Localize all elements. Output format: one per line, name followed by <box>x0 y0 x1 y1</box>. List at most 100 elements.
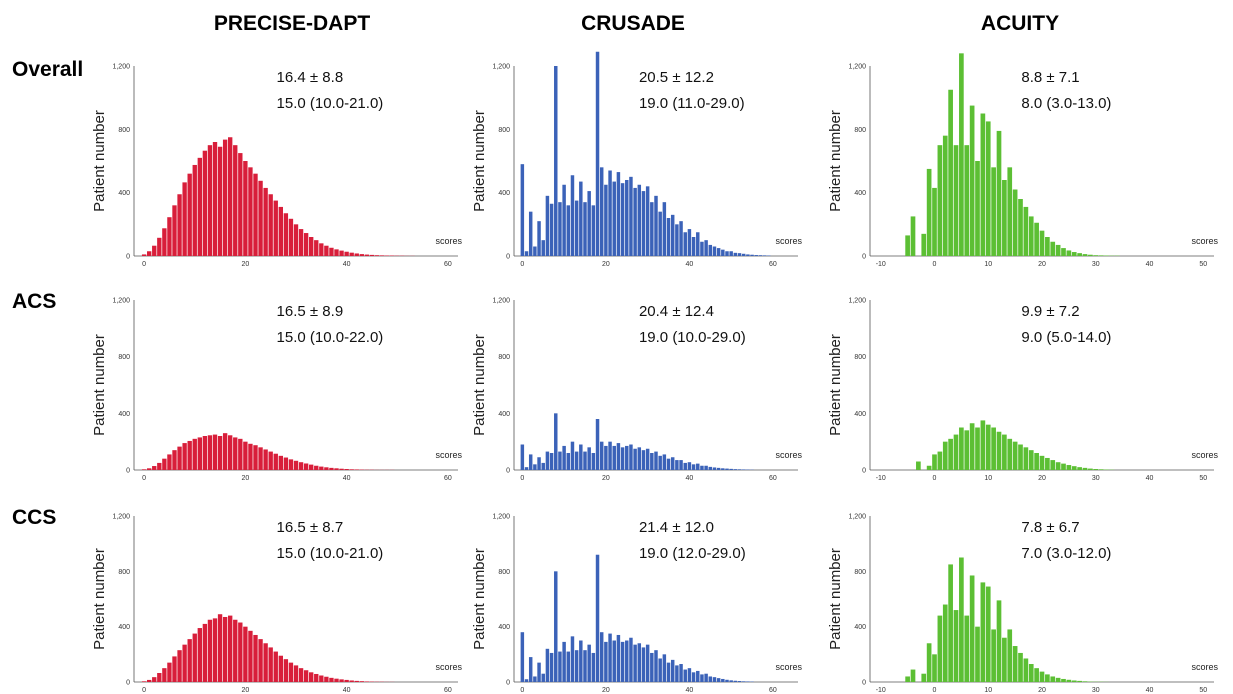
histogram-bar <box>1007 438 1013 470</box>
y-tick-label: 0 <box>126 680 130 687</box>
row-label-ccs: CCS <box>12 506 57 529</box>
x-tick-label: 40 <box>1146 261 1154 268</box>
x-tick-label: 40 <box>343 261 351 268</box>
histogram-bar <box>359 681 364 682</box>
x-tick-label: 40 <box>686 687 694 694</box>
histogram-bar <box>359 254 364 256</box>
histogram-bar <box>721 249 725 256</box>
x-tick-label: 30 <box>1092 261 1100 268</box>
histogram-bar <box>1055 462 1061 470</box>
histogram-bar <box>157 237 162 256</box>
histogram-bar <box>1045 457 1050 470</box>
histogram-bar <box>349 252 354 256</box>
histogram-bar <box>662 654 667 682</box>
x-tick-label: 0 <box>520 261 524 268</box>
histogram-bar <box>608 170 612 256</box>
x-axis-label: scores <box>435 450 462 460</box>
histogram-svg: Patient number 0 400 800 1,200 0 20 40 60 scores 1… <box>91 298 462 483</box>
histogram-bar <box>374 255 380 256</box>
histogram-bar <box>263 643 268 682</box>
histogram-bar <box>729 680 733 682</box>
histogram-bar <box>905 235 910 256</box>
histogram-bar <box>942 135 948 256</box>
histogram-bar <box>339 679 344 682</box>
histogram-bar <box>599 167 604 256</box>
histogram-bar <box>683 669 687 682</box>
histogram-bar <box>964 430 970 470</box>
stats-median-iqr: 19.0 (10.0-29.0) <box>639 329 746 346</box>
histogram-bar <box>533 464 537 470</box>
histogram-bar <box>583 451 587 470</box>
histogram-bar <box>172 205 177 256</box>
y-axis-label: Patient number <box>471 110 488 212</box>
histogram-bar <box>549 453 554 470</box>
histogram-bar <box>616 443 621 470</box>
x-tick-label: 40 <box>343 475 351 482</box>
histogram-bar <box>985 586 991 682</box>
histogram-bar <box>687 462 692 470</box>
histogram-bar <box>637 643 642 682</box>
histogram-crusade-overall: Patient number 0 400 800 1,200 0 20 40 60 scores 2… <box>462 48 812 268</box>
x-tick-label: 0 <box>520 475 524 482</box>
histogram-bar <box>716 467 721 470</box>
histogram-bar <box>721 468 725 470</box>
histogram-bar <box>654 650 658 682</box>
y-axis-label: Patient number <box>91 334 108 436</box>
histogram-bar <box>222 139 228 256</box>
histogram-bar <box>1061 248 1066 256</box>
histogram-bar <box>746 681 750 682</box>
histogram-bar <box>975 626 980 682</box>
histogram-bar <box>612 640 616 682</box>
histogram-bar <box>192 164 197 256</box>
x-tick-label: 0 <box>933 261 937 268</box>
histogram-acuity-overall: Patient number 0 400 800 1,200 -10 0 10 20 30 40 50… <box>818 48 1228 268</box>
histogram-bar <box>975 427 980 470</box>
histogram-bar <box>599 441 604 470</box>
histogram-acuity-ccs: Patient number 0 400 800 1,200 -10 0 10 20 30 40 50… <box>818 498 1228 694</box>
y-axis-label: Patient number <box>827 548 844 650</box>
histogram-bar <box>187 440 192 470</box>
x-tick-label: 20 <box>1038 475 1046 482</box>
x-axis-label: scores <box>1191 662 1218 672</box>
histogram-bar <box>1018 199 1023 256</box>
histogram-bar <box>248 167 253 256</box>
y-tick-label: 800 <box>854 569 866 576</box>
histogram-bar <box>182 443 187 470</box>
histogram-bar <box>217 436 223 470</box>
histogram-bar <box>1002 637 1007 682</box>
histogram-bar <box>283 659 289 682</box>
histogram-bar <box>1007 629 1013 682</box>
histogram-bar <box>704 465 708 470</box>
histogram-bar <box>192 438 197 470</box>
histogram-bar <box>319 466 324 470</box>
histogram-bar <box>298 229 304 256</box>
histogram-bar <box>319 243 324 256</box>
histogram-bar <box>273 453 278 470</box>
histogram-bar <box>666 662 671 682</box>
histogram-bar <box>708 676 713 682</box>
histogram-bar <box>604 641 608 682</box>
stats-mean-sd: 9.9 ± 7.2 <box>1021 303 1079 320</box>
histogram-bar <box>379 255 385 256</box>
histogram-bar <box>942 604 948 682</box>
histogram-bar <box>625 180 629 256</box>
histogram-bar <box>683 462 687 470</box>
histogram-bar <box>1066 250 1072 256</box>
histogram-bar <box>1002 180 1007 256</box>
histogram-bar <box>712 467 717 470</box>
x-tick-label: 0 <box>142 261 146 268</box>
histogram-bar <box>574 650 579 682</box>
histogram-bar <box>1077 680 1082 682</box>
histogram-bar <box>253 634 258 682</box>
histogram-bar <box>579 444 583 470</box>
y-tick-label: 400 <box>854 624 866 631</box>
histogram-bar <box>1050 460 1056 470</box>
histogram-bar <box>369 254 375 256</box>
histogram-bar <box>283 457 289 470</box>
histogram-bar <box>1023 658 1029 682</box>
x-tick-label: 20 <box>602 261 610 268</box>
y-axis-label: Patient number <box>91 548 108 650</box>
histogram-bar <box>1050 241 1056 256</box>
histogram-bar <box>650 453 654 470</box>
histogram-bar <box>737 253 742 256</box>
